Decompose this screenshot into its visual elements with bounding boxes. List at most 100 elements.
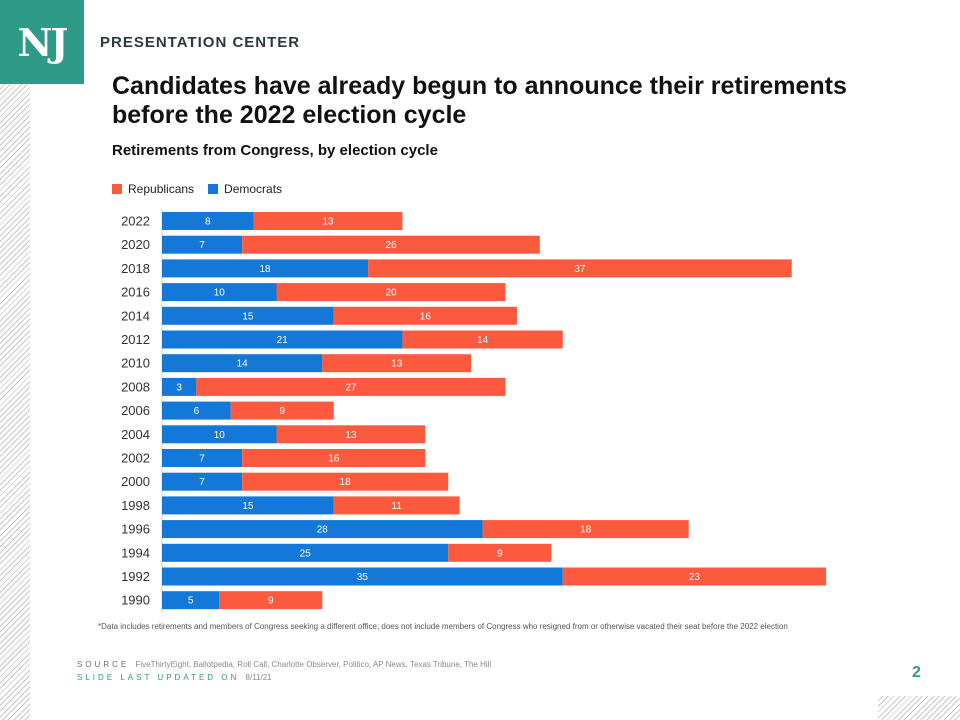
slide-title: Candidates have already begun to announc… [112,72,847,129]
y-tick-label-2012: 2012 [121,332,150,347]
data-label-republicans-2016: 20 [385,288,397,299]
bar-republicans-2004 [276,425,426,444]
bar-republicans-2018 [368,259,792,278]
bar-democrats-2010 [162,354,323,373]
y-tick-label-2014: 2014 [121,308,150,323]
bar-democrats-2006 [162,401,231,420]
bar-republicans-2010 [322,354,472,373]
bar-republicans-2016 [276,283,506,302]
data-label-republicans-2020: 26 [385,240,397,251]
chart-subtitle: Retirements from Congress, by election c… [112,142,438,159]
y-tick-label-1998: 1998 [121,498,150,513]
bar-democrats-2012 [162,330,403,349]
legend-swatch-republicans [112,184,122,194]
page-number: 2 [912,664,921,681]
data-label-democrats-2022: 8 [205,217,211,228]
y-tick-label-2002: 2002 [121,451,150,466]
bar-democrats-1996 [162,520,483,539]
bar-democrats-2016 [162,283,277,302]
footnote: *Data includes retirements and members o… [98,622,788,631]
legend-swatch-democrats [208,184,219,194]
data-label-republicans-1998: 11 [392,501,403,512]
bar-republicans-2000 [242,472,449,491]
data-label-republicans-2000: 18 [340,477,352,488]
data-label-republicans-2008: 27 [345,382,357,393]
y-tick-label-2006: 2006 [121,403,150,418]
data-label-democrats-2006: 6 [194,406,200,417]
bar-republicans-2002 [242,449,426,467]
data-label-republicans-1994: 9 [497,548,503,559]
source-label: SOURCE [77,660,130,669]
bar-democrats-2018 [162,259,369,278]
bar-democrats-2020 [162,235,243,254]
data-label-republicans-1992: 23 [689,572,701,583]
source-text: FiveThirtyEight, Ballotpedia, Roll Call,… [135,660,492,669]
bar-republicans-2012 [402,330,563,349]
data-label-democrats-1990: 5 [188,596,194,607]
decorative-hatch-bottom [878,696,960,720]
bar-democrats-1992 [162,567,563,586]
y-tick-label-2010: 2010 [121,356,150,371]
data-label-republicans-2002: 16 [328,454,340,465]
logo-text: NJ [17,19,69,65]
bar-democrats-2014 [162,306,334,325]
bar-republicans-2008 [196,377,506,396]
bar-democrats-2002 [162,449,243,467]
legend-label-democrats: Democrats [224,182,283,196]
y-tick-label-2022: 2022 [121,214,150,229]
data-label-republicans-2014: 16 [420,311,432,322]
y-tick-label-2004: 2004 [121,427,150,442]
data-label-republicans-2010: 13 [391,359,403,370]
bar-republicans-1996 [482,520,689,539]
y-tick-label-1994: 1994 [121,545,150,560]
data-label-republicans-1990: 9 [268,596,274,607]
last-updated-label: SLIDE LAST UPDATED ON [77,673,240,682]
bar-democrats-1998 [162,496,334,515]
data-label-republicans-2004: 13 [345,430,357,441]
bar-republicans-2022 [253,212,403,230]
data-label-republicans-1996: 18 [580,525,592,536]
y-tick-label-2008: 2008 [121,379,150,394]
data-label-democrats-1994: 25 [300,548,312,559]
bar-republicans-2006 [230,401,334,420]
source-line: SOURCE FiveThirtyEight, Ballotpedia, Rol… [77,660,491,669]
presentation-center-label: PRESENTATION CENTER [100,34,301,51]
data-label-republicans-2022: 13 [322,217,334,228]
data-label-democrats-2018: 18 [259,264,271,275]
bar-republicans-1990 [219,591,323,610]
decorative-hatch-left [0,84,30,720]
bar-republicans-1992 [562,567,827,586]
last-updated-line: SLIDE LAST UPDATED ON 8/11/21 [77,673,272,682]
nj-logo: NJ [0,0,84,84]
legend-item-republicans: Republicans [112,182,194,196]
bar-republicans-2014 [333,306,517,325]
bar-republicans-1994 [448,543,552,562]
legend-label-republicans: Republicans [128,182,195,196]
data-label-republicans-2018: 37 [574,264,586,275]
bar-democrats-2022 [162,212,254,230]
y-tick-label-2018: 2018 [121,261,150,276]
y-tick-label-2020: 2020 [121,237,150,252]
bar-democrats-2008 [162,377,197,396]
data-label-democrats-2008: 3 [176,382,182,393]
bar-republicans-1998 [333,496,460,515]
data-label-democrats-2020: 7 [199,240,205,251]
bar-democrats-1994 [162,543,449,562]
data-label-democrats-2004: 10 [214,430,226,441]
y-tick-label-1996: 1996 [121,522,150,537]
data-label-democrats-2014: 15 [242,311,254,322]
data-label-democrats-2000: 7 [199,477,205,488]
legend-item-democrats: Democrats [208,182,282,196]
bar-republicans-2020 [242,235,540,254]
data-label-democrats-1998: 15 [242,501,254,512]
y-tick-label-1992: 1992 [121,569,150,584]
y-tick-label-2016: 2016 [121,285,150,300]
last-updated-date: 8/11/21 [245,673,272,682]
data-label-democrats-2012: 21 [277,335,289,346]
data-label-democrats-2010: 14 [237,359,249,370]
data-label-democrats-1992: 35 [357,572,369,583]
bar-democrats-2000 [162,472,243,491]
y-tick-label-2000: 2000 [121,474,150,489]
bar-democrats-2004 [162,425,277,444]
